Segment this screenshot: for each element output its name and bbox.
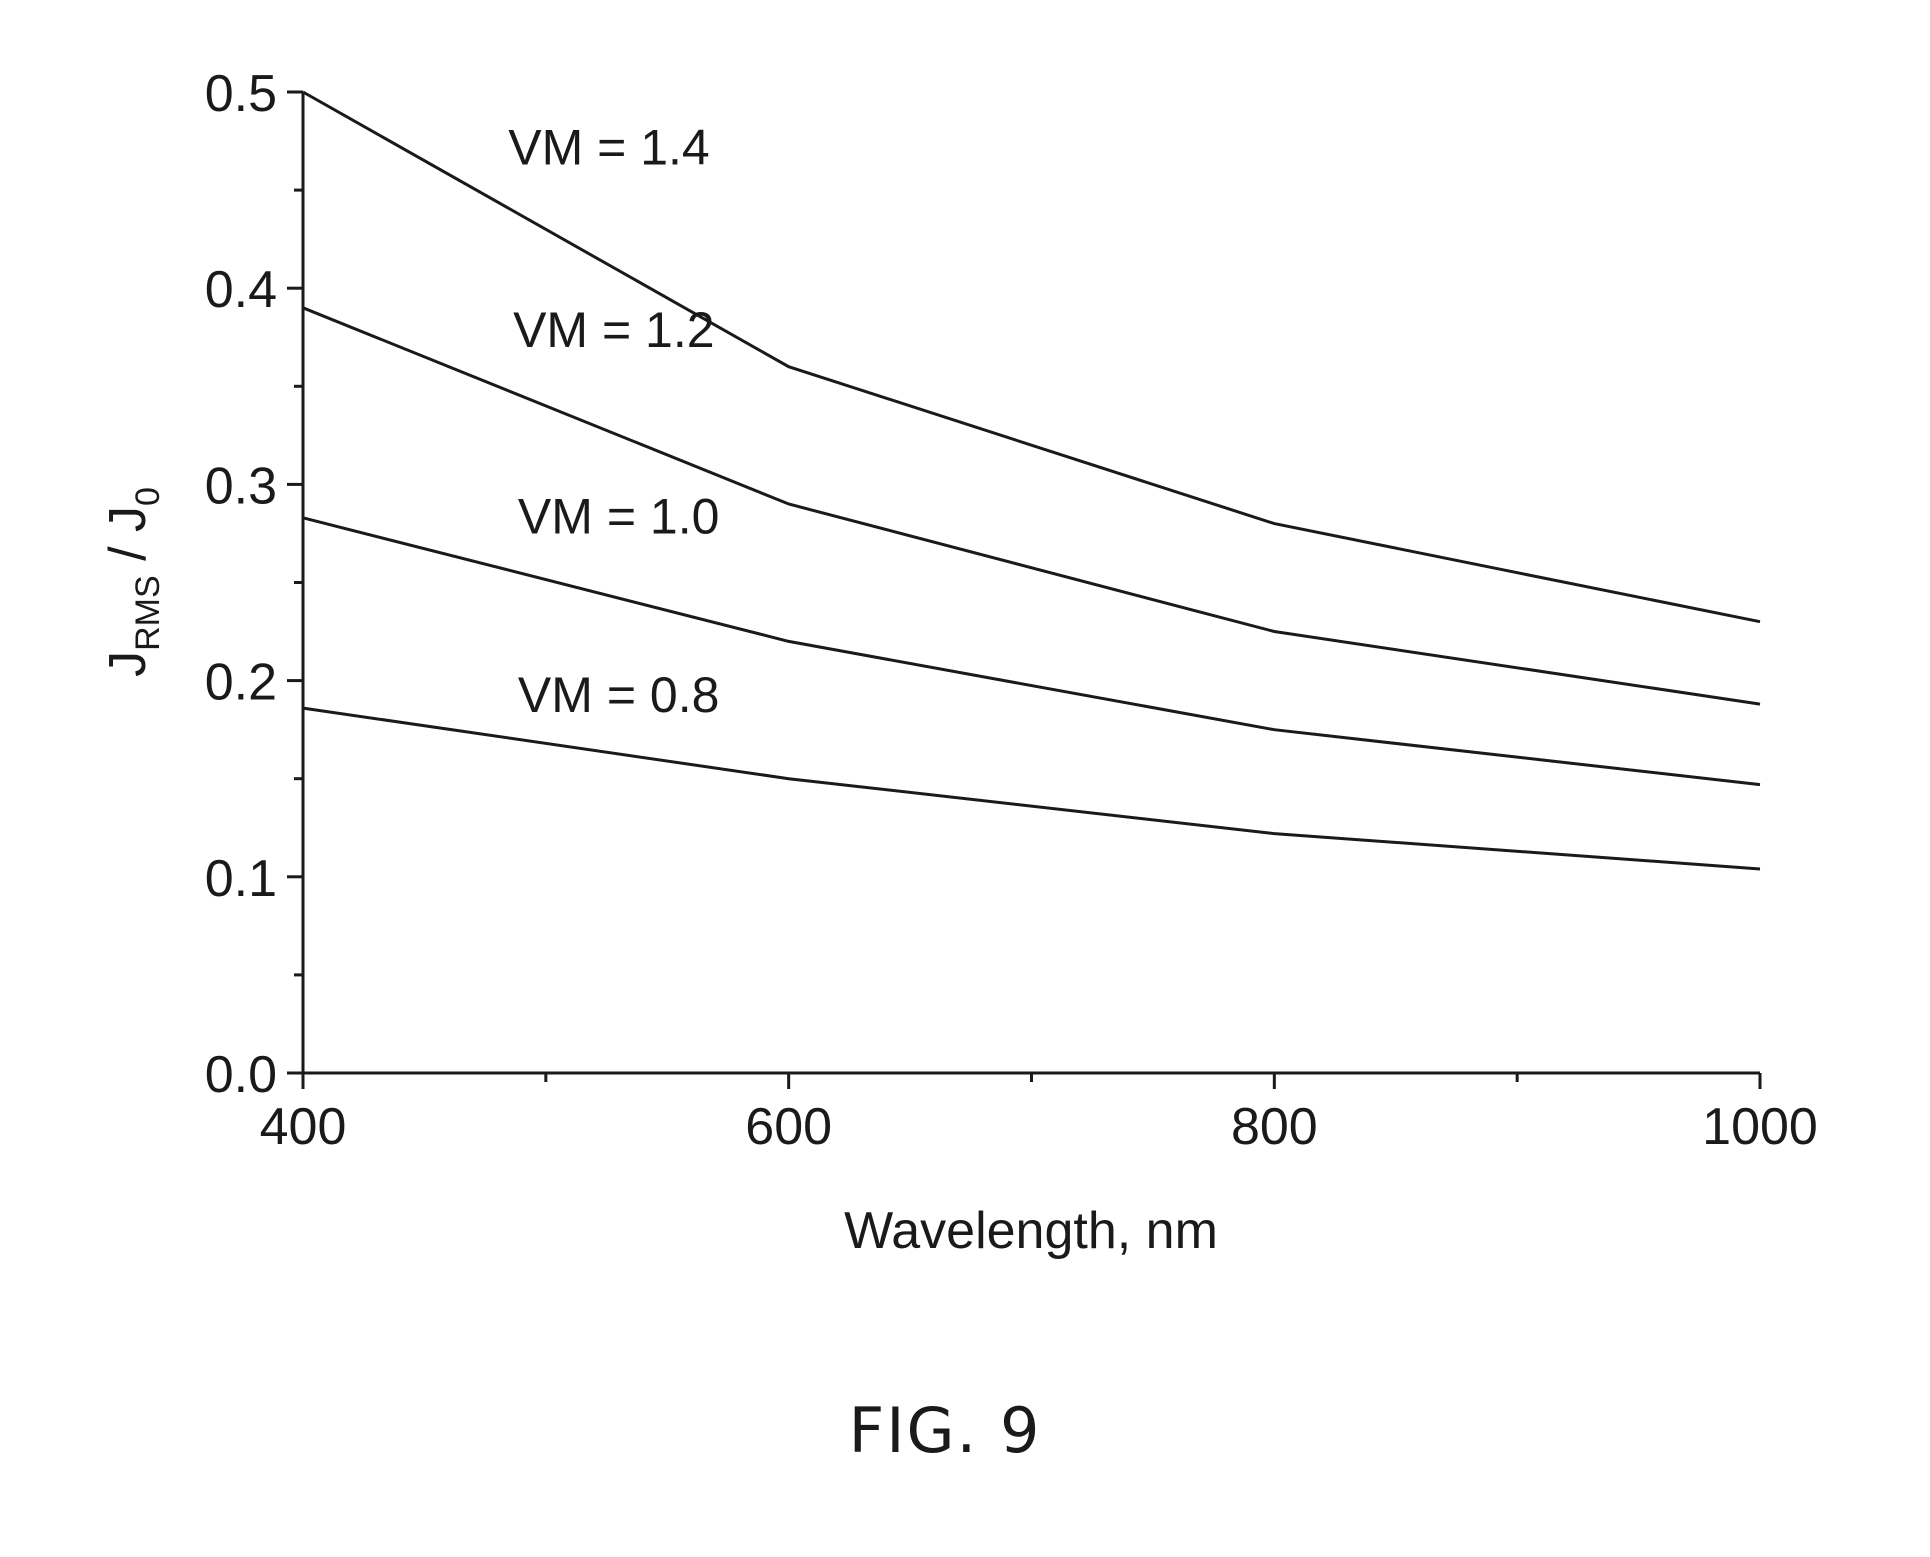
y-axis-title-sep: /	[99, 532, 157, 575]
series-label: VM = 1.4	[508, 120, 710, 176]
svg-text:JRMS / J0: JRMS / J0	[99, 487, 167, 677]
y-axis-title-sub: RMS	[129, 575, 167, 651]
y-tick-label: 0.4	[205, 261, 277, 319]
y-axis-title: JRMS / J0	[99, 487, 167, 677]
x-ticks: 400 600 800 1000	[260, 1073, 1818, 1156]
y-axis-title-sub2: 0	[129, 487, 167, 506]
x-axis-title: Wavelength, nm	[844, 1202, 1218, 1260]
series-label: VM = 0.8	[518, 667, 720, 723]
y-tick-label: 0.0	[205, 1046, 277, 1104]
y-tick-label: 0.1	[205, 850, 277, 908]
series-line-3	[303, 708, 1760, 869]
y-axis-title-main2: J	[99, 506, 157, 532]
x-tick-label: 800	[1231, 1098, 1318, 1156]
y-ticks: 0.0 0.1 0.2 0.3 0.4 0.5	[205, 65, 303, 1104]
series-label: VM = 1.0	[518, 488, 720, 544]
x-tick-label: 600	[745, 1098, 832, 1156]
y-axis-title-main: J	[99, 651, 157, 677]
x-tick-label: 1000	[1702, 1098, 1818, 1156]
series-labels: VM = 1.4 VM = 1.2 VM = 1.0 VM = 0.8	[508, 120, 719, 723]
series-line-2	[303, 518, 1760, 785]
plot-area: 0.0 0.1 0.2 0.3 0.4 0.5 400 600 800 1000 VM = 1.…	[205, 65, 1818, 1156]
series-lines	[303, 92, 1760, 869]
figure-caption: FIG. 9	[849, 1394, 1042, 1467]
x-tick-label: 400	[260, 1098, 347, 1156]
y-tick-label: 0.3	[205, 457, 277, 515]
y-tick-label: 0.2	[205, 654, 277, 712]
series-label: VM = 1.2	[513, 302, 715, 358]
y-tick-label: 0.5	[205, 65, 277, 123]
